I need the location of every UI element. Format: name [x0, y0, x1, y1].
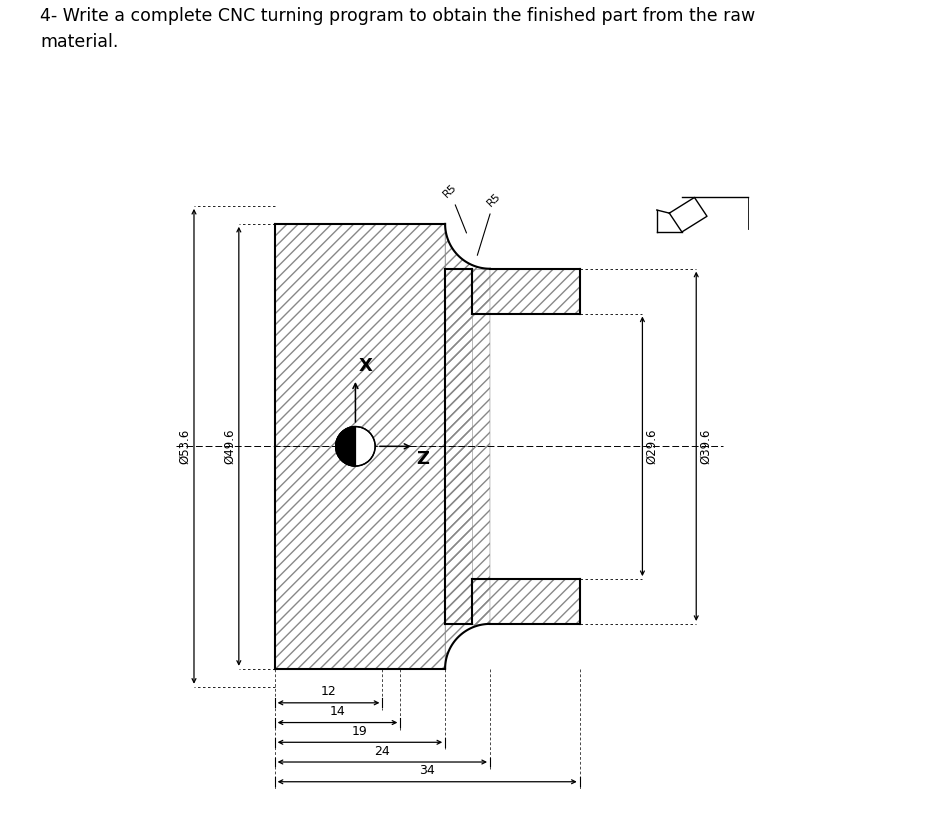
Text: Z: Z — [416, 450, 428, 468]
Circle shape — [335, 426, 375, 466]
Text: 14: 14 — [329, 705, 345, 718]
Text: 19: 19 — [351, 725, 367, 737]
Text: X: X — [359, 356, 372, 374]
Text: Ø29.6: Ø29.6 — [645, 429, 658, 464]
Text: 12: 12 — [320, 686, 336, 699]
Text: Ø39.6: Ø39.6 — [698, 429, 711, 464]
Text: material.: material. — [40, 33, 118, 51]
Text: 4- Write a complete CNC turning program to obtain the finished part from the raw: 4- Write a complete CNC turning program … — [40, 7, 755, 25]
Text: 24: 24 — [374, 745, 389, 757]
Text: Ø49.6: Ø49.6 — [223, 429, 236, 464]
Text: Ø53.6: Ø53.6 — [178, 429, 191, 464]
Text: R5: R5 — [477, 191, 503, 255]
Text: 34: 34 — [419, 765, 435, 777]
Polygon shape — [335, 426, 355, 466]
Text: R5: R5 — [441, 182, 466, 233]
